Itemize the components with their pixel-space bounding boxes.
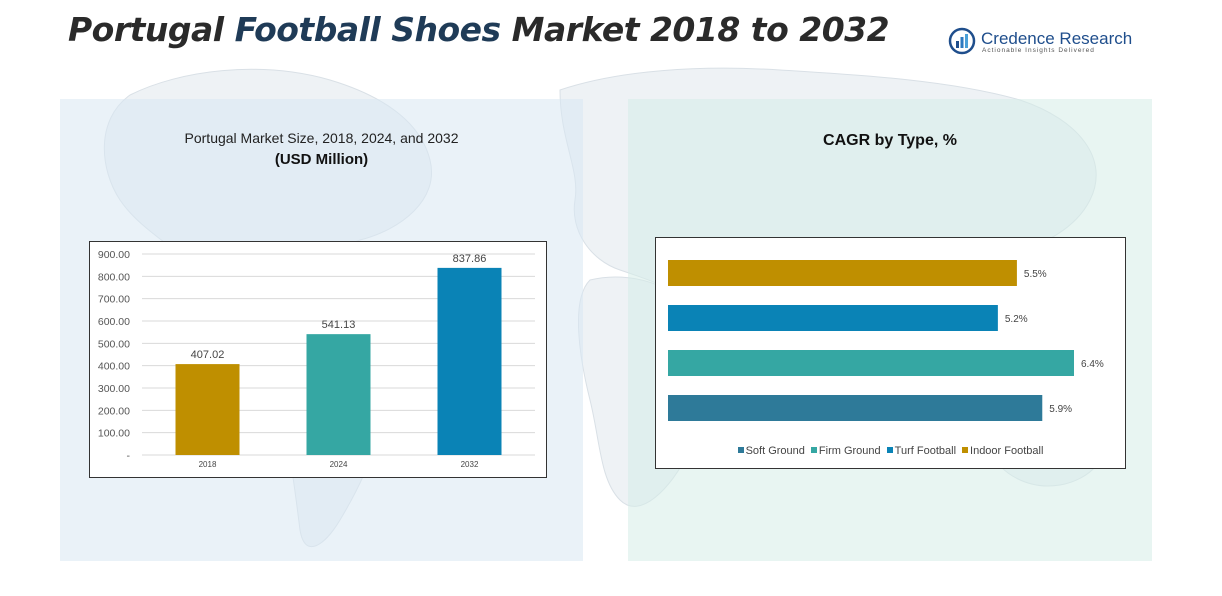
y-tick-label: 600.00	[98, 316, 130, 328]
y-tick-label: 500.00	[98, 338, 130, 350]
logo-tagline: Actionable Insights Delivered	[982, 47, 1095, 54]
bar-2018	[175, 364, 240, 455]
legend-swatch	[810, 447, 817, 453]
bar-value-label: 837.86	[453, 253, 487, 265]
logo-name: Credence Research	[981, 29, 1133, 48]
title-part-period: Market 2018 to 2032	[511, 10, 890, 49]
legend-swatch	[737, 447, 744, 453]
legend-label: Indoor Football	[970, 445, 1044, 457]
y-tick-label: 400.00	[98, 361, 130, 373]
market-size-chart-unit: (USD Million)	[274, 151, 369, 168]
cagr-chart: 5.5% 5.2% 6.4% 5.9% Soft Ground Firm Ground T…	[655, 237, 1126, 469]
cagr-chart-title: CAGR by Type, %	[823, 132, 957, 149]
logo-bars-icon	[948, 27, 976, 55]
y-tick-label: 200.00	[98, 405, 130, 417]
cagr-chart-svg: 5.5% 5.2% 6.4% 5.9%	[668, 260, 1104, 421]
legend-swatch	[962, 447, 969, 453]
y-tick-label: 800.00	[98, 271, 130, 283]
legend-label: Soft Ground	[745, 445, 805, 457]
bar-2024	[306, 334, 371, 455]
x-tick-label: 2024	[330, 460, 348, 469]
hbar-value-label: 6.4%	[1081, 359, 1104, 370]
x-tick-label: 2032	[461, 460, 479, 469]
page-title: Portugal Football Shoes Market 2018 to 2…	[68, 10, 890, 49]
y-tick-label: -	[127, 450, 131, 462]
market-size-panel: Portugal Market Size, 2018, 2024, and 20…	[60, 99, 583, 561]
market-size-chart: - 100.00 200.00 300.00 400.00 500.00 600.00 700…	[89, 241, 547, 478]
bar-value-label: 407.02	[191, 349, 225, 361]
legend-item: Firm Ground	[810, 445, 881, 457]
legend-item: Indoor Football	[962, 445, 1043, 457]
legend-swatch	[886, 447, 893, 453]
cagr-panel: CAGR by Type, % 5.5% 5.2% 6.4% 5.9% Soft Gr…	[628, 99, 1152, 561]
credence-research-logo: Credence Research Actionable Insights De…	[948, 27, 1138, 57]
y-tick-label: 100.00	[98, 428, 130, 440]
hbar-soft-ground	[668, 395, 1043, 421]
legend-item: Turf Football	[886, 445, 957, 457]
x-tick-label: 2018	[199, 460, 217, 469]
hbar-value-label: 5.9%	[1049, 404, 1072, 415]
legend-label: Turf Football	[894, 445, 957, 457]
legend-label: Firm Ground	[818, 445, 881, 457]
title-part-country: Portugal	[68, 10, 224, 49]
y-tick-label: 300.00	[98, 383, 130, 395]
y-tick-label: 700.00	[98, 294, 130, 306]
hbar-indoor-football	[668, 260, 1017, 286]
hbar-firm-ground	[668, 350, 1074, 376]
hbar-value-label: 5.5%	[1024, 269, 1047, 280]
legend-item: Soft Ground	[737, 445, 805, 457]
bar-value-label: 541.13	[322, 319, 356, 331]
cagr-legend: Soft Ground Firm Ground Turf Football Indoo…	[656, 445, 1125, 457]
title-part-product: Football Shoes	[234, 10, 502, 49]
hbar-turf-football	[668, 305, 998, 331]
hbar-value-label: 5.2%	[1005, 314, 1028, 325]
market-size-chart-title: Portugal Market Size, 2018, 2024, and 20…	[184, 130, 459, 146]
market-size-chart-svg: - 100.00 200.00 300.00 400.00 500.00 600.00 700…	[98, 249, 535, 469]
y-tick-label: 900.00	[98, 249, 130, 261]
bar-2032	[437, 267, 502, 455]
